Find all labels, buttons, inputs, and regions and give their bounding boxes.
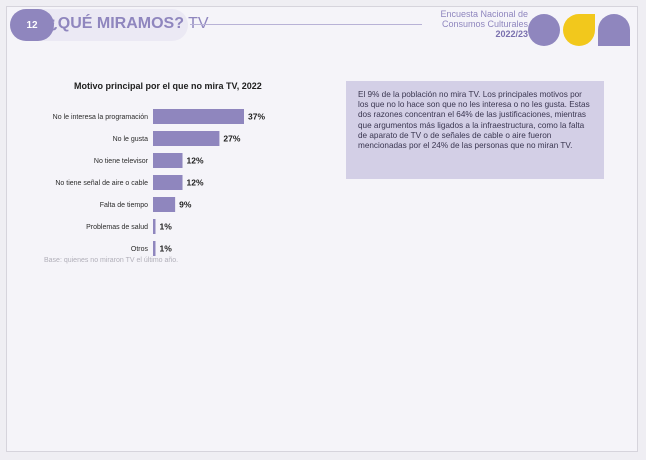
value-label: 37%: [248, 112, 265, 122]
survey-line-2: Consumos Culturales: [441, 19, 528, 29]
bar: [153, 153, 183, 168]
bar: [153, 175, 183, 190]
bar: [153, 241, 156, 256]
value-label: 9%: [179, 200, 192, 210]
bar: [153, 109, 244, 124]
category-label: No tiene televisor: [94, 158, 149, 165]
section-title-light: TV: [188, 15, 209, 32]
category-label: Falta de tiempo: [100, 202, 148, 209]
logo-arch: [598, 14, 630, 46]
category-label: Otros: [131, 246, 149, 253]
page-frame: [6, 6, 638, 452]
section-title: ¿QUÉ MIRAMOS? TV: [48, 15, 209, 33]
chart-title: Motivo principal por el que no mira TV, …: [74, 81, 262, 91]
category-label: No le gusta: [113, 136, 149, 143]
category-label: No tiene señal de aire o cable: [55, 180, 148, 187]
value-label: 1%: [160, 222, 173, 232]
bar: [153, 131, 220, 146]
value-label: 1%: [160, 244, 173, 254]
category-label: No le interesa la programación: [53, 114, 148, 121]
bar: [153, 219, 156, 234]
header-divider: [190, 24, 422, 25]
value-label: 12%: [187, 156, 204, 166]
section-title-bold: ¿QUÉ MIRAMOS?: [48, 15, 184, 32]
logo-shapes: [528, 14, 630, 46]
value-label: 12%: [187, 178, 204, 188]
logo-drop: [563, 14, 595, 46]
survey-year: 2022/23: [495, 29, 528, 39]
info-text: El 9% de la población no mira TV. Los pr…: [358, 90, 590, 151]
category-label: Problemas de salud: [86, 224, 148, 231]
bar: [153, 197, 176, 212]
survey-name: Encuesta Nacional de Consumos Culturales…: [440, 9, 528, 39]
value-label: 27%: [223, 134, 240, 144]
chart-base-note: Base: quienes no miraron TV el último añ…: [44, 257, 179, 264]
survey-line-1: Encuesta Nacional de: [440, 9, 528, 19]
logo-circle: [528, 14, 560, 46]
page-number: 12: [10, 9, 54, 41]
info-box: El 9% de la población no mira TV. Los pr…: [346, 81, 604, 179]
